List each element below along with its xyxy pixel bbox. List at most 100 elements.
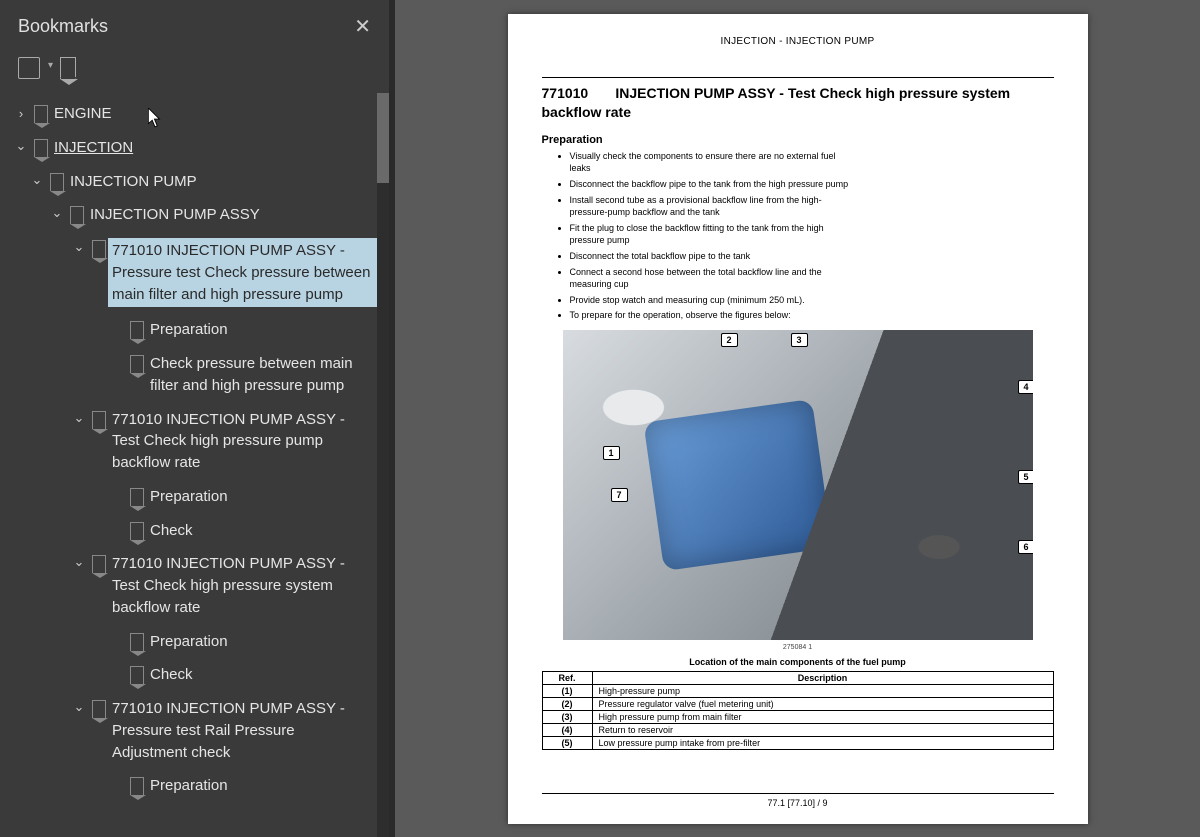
tree-node[interactable]: › ENGINE [10, 97, 385, 131]
tree-node[interactable]: Preparation [10, 769, 385, 803]
prep-heading: Preparation [542, 134, 1054, 146]
bookmark-icon [50, 173, 64, 191]
bookmark-icon [34, 105, 48, 123]
tree-node[interactable]: ⌄ INJECTION PUMP [10, 165, 385, 199]
table-row: (1)High-pressure pump [542, 684, 1053, 697]
tree-node[interactable]: Preparation [10, 313, 385, 347]
table-header: Description [592, 671, 1053, 684]
tree-node[interactable]: ⌄ INJECTION [10, 131, 385, 165]
prep-item: Provide stop watch and measuring cup (mi… [570, 294, 852, 307]
tree-node[interactable]: ⌄ INJECTION PUMP ASSY [10, 198, 385, 232]
bookmark-icon [130, 355, 144, 373]
chevron-down-icon[interactable]: ⌄ [30, 171, 44, 190]
prep-item: Connect a second hose between the total … [570, 266, 852, 291]
chevron-down-icon[interactable]: ⌄ [72, 238, 86, 257]
prep-item: Disconnect the total backflow pipe to th… [570, 250, 852, 263]
sidebar-toolbar [0, 49, 389, 93]
chevron-right-icon[interactable]: › [14, 105, 28, 124]
tree-label[interactable]: 771010 INJECTION PUMP ASSY - Test Check … [112, 553, 381, 618]
reference-table: Ref.Description(1)High-pressure pump(2)P… [542, 671, 1054, 750]
bookmark-icon [130, 522, 144, 540]
prep-item: To prepare for the operation, observe th… [570, 309, 852, 322]
bookmark-icon [92, 240, 106, 258]
table-header: Ref. [542, 671, 592, 684]
bookmark-icon [130, 321, 144, 339]
close-icon[interactable]: ✕ [354, 14, 371, 39]
table-cell: High-pressure pump [592, 684, 1053, 697]
page-header: INJECTION - INJECTION PUMP [542, 36, 1054, 47]
tree-label[interactable]: INJECTION [54, 137, 381, 159]
bookmark-icon [130, 633, 144, 651]
tree-label[interactable]: Preparation [150, 631, 381, 653]
tree-node[interactable]: ⌄ 771010 INJECTION PUMP ASSY - Test Check… [10, 547, 385, 624]
chevron-down-icon[interactable]: ⌄ [50, 204, 64, 223]
callout-2: 2 [721, 333, 738, 347]
bookmark-icon [130, 488, 144, 506]
engine-figure: 1234567 [563, 330, 1033, 640]
tree-node[interactable]: Check [10, 658, 385, 692]
bookmark-icon [70, 206, 84, 224]
tree-node[interactable]: Preparation [10, 480, 385, 514]
bookmark-icon [130, 666, 144, 684]
table-cell: (3) [542, 710, 592, 723]
tree-label[interactable]: INJECTION PUMP ASSY [90, 204, 381, 226]
tree-label[interactable]: Preparation [150, 775, 381, 797]
callout-1: 1 [603, 446, 620, 460]
table-row: (3)High pressure pump from main filter [542, 710, 1053, 723]
tree-label[interactable]: Check [150, 664, 381, 686]
tree-label[interactable]: 771010 INJECTION PUMP ASSY - Pressure te… [112, 698, 381, 763]
tree-label[interactable]: ENGINE [54, 103, 381, 125]
tree-node[interactable]: Check pressure between main filter and h… [10, 347, 385, 403]
table-cell: (1) [542, 684, 592, 697]
callout-4: 4 [1018, 380, 1033, 394]
tree-label[interactable]: 771010 INJECTION PUMP ASSY - Test Check … [112, 409, 381, 474]
table-cell: Return to reservoir [592, 723, 1053, 736]
bookmark-icon[interactable] [60, 57, 76, 79]
tree-label[interactable]: Preparation [150, 319, 381, 341]
tree-node[interactable]: Preparation [10, 625, 385, 659]
bookmark-icon [34, 139, 48, 157]
sidebar-header: Bookmarks ✕ [0, 0, 389, 49]
prep-item: Visually check the components to ensure … [570, 150, 852, 175]
tree-label[interactable]: Preparation [150, 486, 381, 508]
chevron-down-icon[interactable]: ⌄ [14, 137, 28, 156]
tree-label[interactable]: Check pressure between main filter and h… [150, 353, 381, 397]
chevron-down-icon[interactable]: ⌄ [72, 553, 86, 572]
table-cell: (4) [542, 723, 592, 736]
tree-label[interactable]: INJECTION PUMP [70, 171, 381, 193]
bookmarks-tree[interactable]: ›ENGINE⌄INJECTION⌄INJECTION PUMP⌄INJECTI… [0, 93, 389, 837]
table-cell: High pressure pump from main filter [592, 710, 1053, 723]
bookmark-icon [92, 555, 106, 573]
bookmark-icon [130, 777, 144, 795]
table-row: (2)Pressure regulator valve (fuel meteri… [542, 697, 1053, 710]
bookmark-icon [92, 411, 106, 429]
tree-node[interactable]: ⌄ 771010 INJECTION PUMP ASSY - Pressure t… [10, 692, 385, 769]
table-cell: Low pressure pump intake from pre-filter [592, 736, 1053, 749]
table-row: (5)Low pressure pump intake from pre-fil… [542, 736, 1053, 749]
prep-item: Install second tube as a provisional bac… [570, 194, 852, 219]
figure-id: 275084 1 [542, 644, 1054, 651]
table-cell: Pressure regulator valve (fuel metering … [592, 697, 1053, 710]
pdf-page: INJECTION - INJECTION PUMP 771010 INJECT… [508, 14, 1088, 824]
tree-label[interactable]: Check [150, 520, 381, 542]
callout-6: 6 [1018, 540, 1033, 554]
section-title-text: INJECTION PUMP ASSY - Test Check high pr… [542, 85, 1011, 120]
scrollbar-track[interactable] [377, 93, 389, 837]
options-icon[interactable] [18, 57, 40, 79]
table-cell: (5) [542, 736, 592, 749]
tree-node[interactable]: Check [10, 514, 385, 548]
document-viewport[interactable]: INJECTION - INJECTION PUMP 771010 INJECT… [395, 0, 1200, 837]
bookmark-icon [92, 700, 106, 718]
prep-list: Visually check the components to ensure … [542, 150, 852, 322]
chevron-down-icon[interactable]: ⌄ [72, 409, 86, 428]
tree-node[interactable]: ⌄ 771010 INJECTION PUMP ASSY - Pressure t… [10, 232, 385, 313]
callout-3: 3 [791, 333, 808, 347]
section-title: 771010 INJECTION PUMP ASSY - Test Check … [542, 77, 1054, 122]
tree-node[interactable]: ⌄ 771010 INJECTION PUMP ASSY - Test Check… [10, 403, 385, 480]
page-footer: 77.1 [77.10] / 9 [542, 793, 1054, 808]
chevron-down-icon[interactable]: ⌄ [72, 698, 86, 717]
figure-caption: Location of the main components of the f… [542, 657, 1054, 667]
scrollbar-thumb[interactable] [377, 93, 389, 183]
table-row: (4)Return to reservoir [542, 723, 1053, 736]
tree-label[interactable]: 771010 INJECTION PUMP ASSY - Pressure te… [108, 238, 381, 307]
